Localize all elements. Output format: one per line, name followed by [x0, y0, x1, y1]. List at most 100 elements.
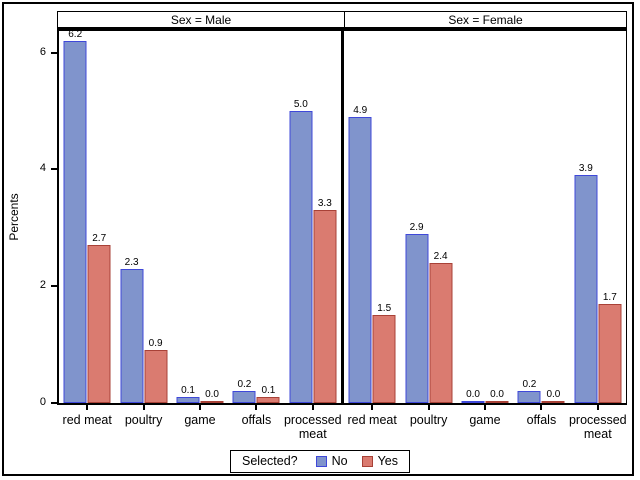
x-tick: [86, 405, 89, 410]
bar--male-no-poultry: 2.3: [120, 258, 144, 403]
legend-item-yes: Yes: [361, 454, 398, 469]
category-label-game: game: [469, 413, 501, 427]
bar-pair: 0.1 0.0: [176, 386, 224, 403]
x-tick: [311, 405, 314, 410]
bar--female-no-game: 0.0: [461, 390, 485, 403]
category-slot-processed-meat: 3.9 1.7: [570, 31, 626, 403]
category-slot-red-meat: 6.2 2.7: [59, 30, 115, 403]
bar-value-label: 0.1: [261, 385, 276, 396]
panel-header-row: Sex = Male Sex = Female: [57, 11, 627, 28]
x-tick: [371, 405, 374, 410]
bar-value-label: 0.0: [466, 389, 480, 400]
bar--male-yes-red-meat: 2.7: [87, 234, 111, 403]
bar-pair: 0.0 0.0: [461, 390, 509, 403]
bar-value-label: 2.9: [409, 222, 424, 233]
bar-pair: 0.2 0.0: [517, 380, 565, 403]
bar-value-label: 0.0: [490, 389, 504, 400]
bar-value-label: 0.2: [237, 379, 252, 390]
panel-divider: [341, 31, 344, 403]
bar--male-yes-processed-meat: 3.3: [313, 199, 337, 403]
bar--female-no-poultry: 2.9: [405, 223, 429, 403]
y-tick-label: 2: [39, 279, 46, 292]
bar--male-no-red-meat: 6.2: [63, 30, 87, 403]
bar--female-yes-processed-meat: 1.7: [598, 293, 622, 403]
bar-value-label: 0.9: [148, 338, 163, 349]
category-label-offals: offals: [526, 413, 557, 427]
x-axis: red meat poultry game offals processed meat r…: [57, 405, 627, 449]
bar-pair: 4.9 1.5: [348, 106, 396, 403]
category-label-poultry: poultry: [409, 413, 448, 427]
category-slot-poultry: 2.3 0.9: [115, 31, 171, 403]
panel-female: 4.9 1.5 2.9 2.4 0.0 0.0 0.2 0.0 3.9 1.7: [344, 31, 626, 403]
x-tick: [142, 405, 145, 410]
bar--female-no-offals: 0.2: [517, 380, 541, 403]
x-tick: [199, 405, 201, 410]
y-tick-label: 0: [39, 396, 46, 408]
category-label-red-meat: red meat: [62, 413, 112, 427]
y-axis: 0 2 4 6: [0, 31, 57, 408]
bar-pair: 3.9 1.7: [574, 164, 622, 403]
legend-label-yes: Yes: [377, 454, 398, 469]
legend: Selected? No Yes: [230, 450, 410, 473]
category-slot-game: 0.1 0.0: [172, 31, 228, 403]
bar-value-label: 2.4: [433, 251, 448, 262]
category-slot-poultry: 2.9 2.4: [400, 31, 456, 403]
category-slot-offals: 0.2 0.1: [228, 31, 284, 403]
bar-value-label: 2.7: [92, 233, 107, 244]
bar--male-no-game: 0.1: [176, 386, 200, 403]
bar-value-label: 3.9: [578, 163, 593, 174]
bar--female-no-red-meat: 4.9: [348, 106, 372, 403]
category-label-processed-meat: processed meat: [568, 413, 627, 442]
category-slot-processed-meat: 5.0 3.3: [285, 31, 341, 403]
bar-value-label: 3.3: [317, 198, 332, 209]
category-slot-game: 0.0 0.0: [457, 31, 513, 403]
y-tick: [51, 402, 57, 404]
x-tick: [427, 405, 430, 410]
category-label-processed-meat: processed meat: [283, 413, 342, 442]
panel-header-female: Sex = Female: [448, 12, 523, 27]
bar--female-yes-poultry: 2.4: [429, 252, 453, 403]
bar-pair: 0.2 0.1: [232, 380, 280, 403]
y-tick: [51, 168, 57, 171]
bar-value-label: 0.0: [546, 389, 561, 400]
bar--female-no-processed-meat: 3.9: [574, 164, 598, 403]
bar-value-label: 2.3: [124, 257, 139, 268]
legend-swatch-no: [315, 456, 327, 467]
legend-swatch-yes: [361, 456, 373, 467]
bar-value-label: 0.0: [205, 389, 219, 400]
category-label-red-meat: red meat: [347, 413, 397, 427]
bar--male-yes-offals: 0.1: [256, 386, 280, 403]
bar--male-no-offals: 0.2: [232, 380, 256, 403]
category-label-poultry: poultry: [124, 413, 163, 427]
panel-male: 6.2 2.7 2.3 0.9 0.1 0.0 0.2 0.1 5.0 3.3: [59, 30, 341, 403]
x-tick: [255, 405, 258, 410]
bar-value-label: 6.2: [68, 29, 83, 40]
category-slot-red-meat: 4.9 1.5: [344, 31, 400, 403]
bar--female-yes-game: 0.0: [485, 390, 509, 403]
x-tick: [484, 405, 486, 410]
panel-header-divider: [344, 12, 345, 27]
x-tick: [596, 405, 599, 410]
bar--male-no-processed-meat: 5.0: [289, 100, 313, 403]
legend-label-no: No: [331, 454, 348, 469]
figure-border: [2, 2, 634, 476]
bar-value-label: 5.0: [293, 99, 308, 110]
y-tick-label: 4: [39, 162, 46, 175]
panel-header-male: Sex = Male: [170, 12, 232, 27]
bar-pair: 2.9 2.4: [405, 223, 453, 403]
plot-area: 6.2 2.7 2.3 0.9 0.1 0.0 0.2 0.1 5.0 3.3 4.9 1.5 2.9…: [57, 28, 627, 405]
bar--male-yes-game: 0.0: [200, 390, 224, 403]
y-tick: [51, 285, 57, 288]
bar-value-label: 1.7: [602, 292, 617, 303]
bar-value-label: 0.2: [522, 379, 537, 390]
bar-pair: 5.0 3.3: [289, 100, 337, 403]
bar-value-label: 0.1: [181, 385, 195, 396]
bar--female-yes-offals: 0.0: [541, 390, 565, 403]
bar-pair: 2.3 0.9: [120, 258, 168, 403]
category-slot-offals: 0.2 0.0: [513, 31, 569, 403]
category-label-offals: offals: [241, 413, 272, 427]
category-label-game: game: [184, 413, 216, 427]
bar-value-label: 4.9: [353, 105, 368, 116]
legend-item-no: No: [315, 454, 348, 469]
